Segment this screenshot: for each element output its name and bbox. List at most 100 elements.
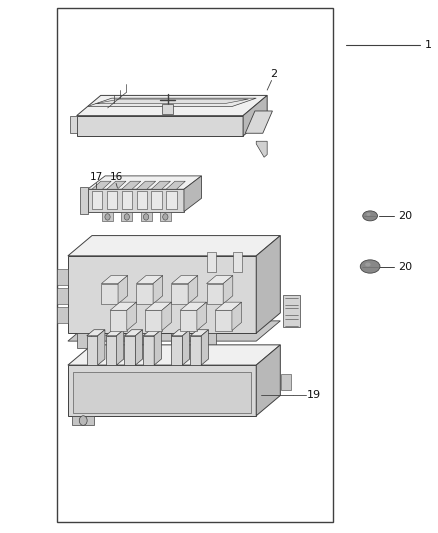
Polygon shape (107, 181, 126, 189)
Polygon shape (197, 302, 207, 330)
Polygon shape (207, 276, 233, 284)
Polygon shape (106, 330, 124, 336)
Polygon shape (122, 191, 132, 209)
Polygon shape (154, 330, 162, 365)
Polygon shape (152, 181, 170, 189)
Polygon shape (92, 191, 102, 209)
Polygon shape (145, 302, 172, 310)
Polygon shape (207, 252, 216, 272)
Polygon shape (107, 191, 117, 209)
Polygon shape (232, 302, 242, 330)
Polygon shape (106, 336, 117, 365)
Text: 17: 17 (90, 172, 103, 182)
Polygon shape (98, 330, 105, 365)
Polygon shape (188, 276, 198, 304)
Polygon shape (124, 330, 143, 336)
Polygon shape (110, 302, 137, 310)
Polygon shape (215, 302, 242, 310)
Polygon shape (135, 330, 143, 365)
Polygon shape (117, 330, 124, 365)
Polygon shape (88, 176, 201, 189)
Polygon shape (137, 284, 153, 304)
Polygon shape (88, 189, 184, 212)
Polygon shape (57, 288, 68, 304)
Polygon shape (68, 321, 280, 341)
Polygon shape (57, 269, 68, 285)
Polygon shape (77, 116, 243, 136)
Polygon shape (215, 310, 232, 330)
Polygon shape (102, 212, 113, 221)
Polygon shape (207, 284, 223, 304)
Polygon shape (118, 276, 128, 304)
Polygon shape (256, 141, 267, 157)
Polygon shape (110, 310, 127, 330)
Polygon shape (70, 116, 77, 133)
Text: 1: 1 (425, 41, 432, 50)
Polygon shape (68, 256, 256, 333)
Polygon shape (184, 176, 201, 212)
Polygon shape (57, 308, 68, 324)
Polygon shape (171, 333, 185, 348)
Polygon shape (87, 336, 98, 365)
Polygon shape (101, 276, 128, 284)
Polygon shape (127, 302, 137, 330)
Polygon shape (202, 333, 216, 348)
Polygon shape (153, 276, 163, 304)
Polygon shape (256, 345, 280, 416)
Polygon shape (201, 330, 208, 365)
Polygon shape (92, 181, 111, 189)
Polygon shape (160, 212, 171, 221)
Polygon shape (162, 104, 173, 114)
Text: 20: 20 (399, 211, 413, 221)
Bar (57, 8, 333, 522)
Polygon shape (281, 374, 291, 390)
Polygon shape (137, 276, 163, 284)
Text: 20: 20 (399, 262, 413, 271)
Polygon shape (166, 191, 177, 209)
Text: 19: 19 (307, 391, 321, 400)
Polygon shape (190, 336, 201, 365)
Polygon shape (72, 416, 94, 425)
Polygon shape (245, 111, 272, 133)
Text: 16: 16 (110, 172, 123, 182)
Polygon shape (183, 330, 190, 365)
Polygon shape (137, 181, 155, 189)
Polygon shape (166, 181, 185, 189)
Ellipse shape (367, 213, 371, 216)
Polygon shape (172, 276, 198, 284)
Ellipse shape (365, 263, 371, 266)
Polygon shape (95, 99, 248, 104)
Polygon shape (122, 181, 141, 189)
Polygon shape (88, 98, 256, 107)
Polygon shape (77, 333, 91, 348)
Polygon shape (68, 236, 280, 256)
Polygon shape (162, 302, 172, 330)
Polygon shape (180, 302, 207, 310)
Polygon shape (77, 95, 267, 116)
Polygon shape (101, 284, 118, 304)
Polygon shape (152, 191, 162, 209)
Polygon shape (143, 330, 162, 336)
Polygon shape (190, 330, 208, 336)
Polygon shape (223, 276, 233, 304)
Polygon shape (121, 212, 132, 221)
Circle shape (162, 214, 168, 220)
Polygon shape (243, 95, 267, 136)
Polygon shape (283, 295, 300, 327)
Polygon shape (143, 336, 154, 365)
Ellipse shape (360, 260, 380, 273)
Polygon shape (141, 212, 152, 221)
Polygon shape (172, 336, 183, 365)
Polygon shape (73, 372, 251, 413)
Polygon shape (80, 187, 88, 214)
Ellipse shape (363, 211, 378, 221)
Circle shape (124, 214, 130, 220)
Polygon shape (180, 310, 197, 330)
Polygon shape (139, 333, 153, 348)
Circle shape (143, 214, 149, 220)
Polygon shape (145, 310, 162, 330)
Polygon shape (137, 191, 147, 209)
Polygon shape (172, 330, 190, 336)
Polygon shape (87, 330, 105, 336)
Text: 2: 2 (270, 69, 277, 79)
